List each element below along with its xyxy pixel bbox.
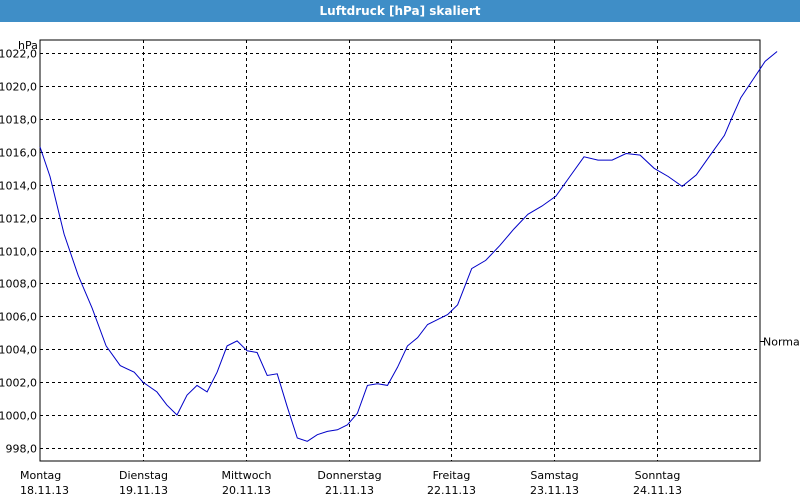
y-tick-label: 1022,0 (0, 48, 37, 61)
y-tick-label: 1018,0 (0, 114, 37, 127)
y-tick-label: 1020,0 (0, 81, 37, 94)
y-tick-label: 1014,0 (0, 180, 37, 193)
x-tick-weekday: Montag (20, 469, 61, 482)
y-tick-label: 1000,0 (0, 410, 37, 423)
line-chart: 998,0 1000,0 1002,0 1004,0 1006,0 1008,0 1010,… (0, 39, 800, 497)
reference-label: Normal (763, 336, 800, 349)
x-tick-weekday: Freitag (433, 469, 471, 482)
series-line (39, 51, 778, 442)
y-tick-label: 1008,0 (0, 278, 37, 291)
y-tick-label: 1002,0 (0, 377, 37, 390)
x-tick-date: 24.11.13 (633, 484, 682, 497)
x-tick-date: 19.11.13 (119, 484, 168, 497)
x-tick-weekday: Donnerstag (317, 469, 381, 482)
y-tick-label: 1012,0 (0, 213, 37, 226)
x-tick-date: 23.11.13 (530, 484, 579, 497)
x-tick-date: 20.11.13 (222, 484, 271, 497)
y-axis-label: hPa (18, 39, 38, 52)
y-tick-label: 1016,0 (0, 147, 37, 160)
chart-area: 998,0 1000,0 1002,0 1004,0 1006,0 1008,0 1010,… (0, 22, 800, 500)
y-tick-label: 1006,0 (0, 311, 37, 324)
x-tick-date: 21.11.13 (325, 484, 374, 497)
x-tick-weekday: Sonntag (635, 469, 681, 482)
y-tick-label: 1010,0 (0, 246, 37, 259)
x-tick-date: 18.11.13 (20, 484, 69, 497)
plot-frame (39, 39, 761, 462)
window-title: Luftdruck [hPa] skaliert (0, 0, 800, 22)
y-tick-label: 998,0 (6, 443, 38, 456)
x-tick-weekday: Dienstag (119, 469, 168, 482)
x-tick-date: 22.11.13 (427, 484, 476, 497)
x-tick-weekday: Samstag (530, 469, 578, 482)
x-tick-weekday: Mittwoch (222, 469, 272, 482)
y-tick-label: 1004,0 (0, 344, 37, 357)
